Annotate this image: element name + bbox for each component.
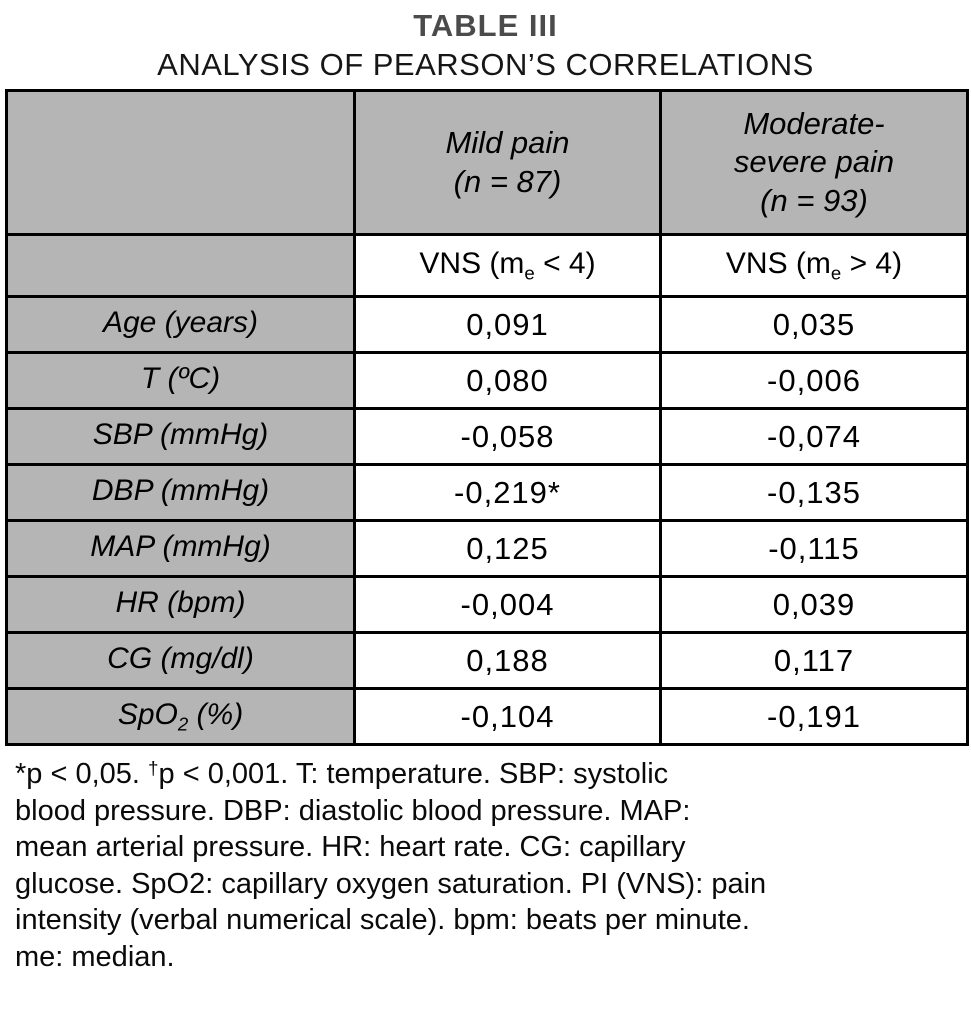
mild-pain-value: -0,004 [353,575,662,635]
row-label-text: HR (bpm) [115,586,246,620]
subheader-text-suffix: > 4) [841,247,903,281]
moderate-severe-group-header: Moderate- severe pain (n = 93) [659,89,969,237]
table-row-sbp: SBP (mmHg) -0,058 -0,074 [5,407,969,467]
table-caption: ANALYSIS OF PEARSON’S CORRELATIONS [157,46,814,82]
row-label-suffix: (%) [188,698,244,732]
moderate-severe-value: -0,006 [659,351,969,411]
corner-cell-top [5,89,356,237]
subheader-text: VNS (m [419,247,525,281]
row-label-text: Age (years) [102,306,259,340]
subscript-e: e [830,262,842,284]
row-label: Age (years) [5,295,356,355]
table-number-title: TABLE III [413,8,558,43]
moderate-severe-value: -0,135 [659,463,969,523]
moderate-severe-value: 0,035 [659,295,969,355]
table-row-hr: HR (bpm) -0,004 0,039 [5,575,969,635]
mild-pain-value: 0,188 [353,631,662,691]
row-label: SpO2 (%) [5,687,356,747]
correlations-table: Mild pain (n = 87) Moderate- severe pain… [5,89,969,747]
mild-pain-value: -0,058 [353,407,662,467]
moderate-severe-value: -0,191 [659,687,969,747]
row-label: MAP (mmHg) [5,519,356,579]
row-label-text: MAP (mmHg) [90,530,271,564]
footnote: *p < 0,05. †p < 0,001. T: temperature. S… [15,756,960,975]
table-row-cg: CG (mg/dl) 0,188 0,117 [5,631,969,691]
mild-pain-value: -0,104 [353,687,662,747]
moderate-severe-value: 0,039 [659,575,969,635]
row-label-text: DBP (mmHg) [91,474,270,508]
table-row-spo2: SpO2 (%) -0,104 -0,191 [5,687,969,747]
table-row-map: MAP (mmHg) 0,125 -0,115 [5,519,969,579]
row-label: SBP (mmHg) [5,407,356,467]
moderate-severe-value: -0,115 [659,519,969,579]
mild-pain-vns-subheader: VNS (me < 4) [353,233,662,299]
subheader-text: VNS (m [725,247,831,281]
row-label: DBP (mmHg) [5,463,356,523]
table-row-age: Age (years) 0,091 0,035 [5,295,969,355]
subscript-e: e [524,262,535,284]
row-label-text: SpO [117,698,178,732]
footnote-significance-star: *p < 0,05. [15,758,149,791]
mild-pain-value: 0,080 [353,351,662,411]
row-label-text: T (ºC) [140,362,221,396]
row-label-subscript: 2 [177,713,189,735]
group-header-row: Mild pain (n = 87) Moderate- severe pain… [5,89,969,237]
mild-pain-value: 0,091 [353,295,662,355]
table-row-dbp: DBP (mmHg) -0,219* -0,135 [5,463,969,523]
moderate-severe-vns-subheader: VNS (me > 4) [659,233,969,299]
row-label: CG (mg/dl) [5,631,356,691]
row-label: T (ºC) [5,351,356,411]
corner-cell-sub [5,233,356,299]
row-label: HR (bpm) [5,575,356,635]
mild-pain-value: -0,219* [353,463,662,523]
moderate-severe-value: 0,117 [659,631,969,691]
moderate-severe-value: -0,074 [659,407,969,467]
subheader-text-suffix: < 4) [534,247,596,281]
row-label-text: SBP (mmHg) [92,418,269,452]
subheader-row: VNS (me < 4) VNS (me > 4) [5,233,969,299]
mild-pain-value: 0,125 [353,519,662,579]
row-label-text: CG (mg/dl) [107,642,254,676]
mild-pain-group-header: Mild pain (n = 87) [353,89,662,237]
footnote-abbreviations: p < 0,001. T: temperature. SBP: systolic… [15,758,767,973]
dagger-symbol: † [148,757,159,779]
table-row-temperature: T (ºC) 0,080 -0,006 [5,351,969,411]
